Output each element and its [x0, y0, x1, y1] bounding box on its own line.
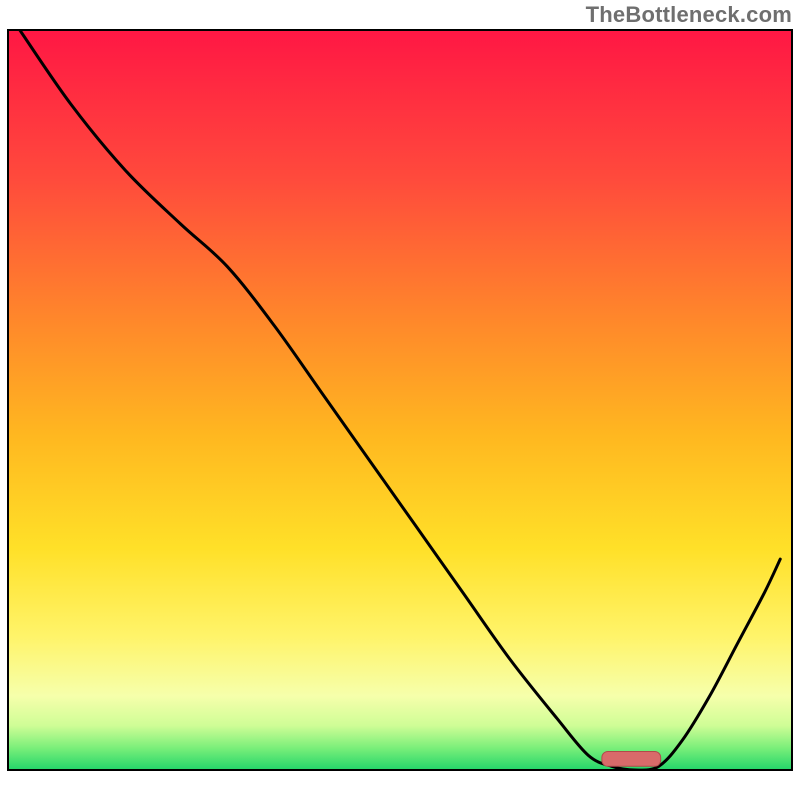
- chart-stage: TheBottleneck.com: [0, 0, 800, 800]
- optimal-marker: [602, 752, 661, 767]
- gradient-background: [8, 30, 792, 770]
- bottleneck-curve-chart: [0, 0, 800, 800]
- attribution-text: TheBottleneck.com: [586, 2, 792, 28]
